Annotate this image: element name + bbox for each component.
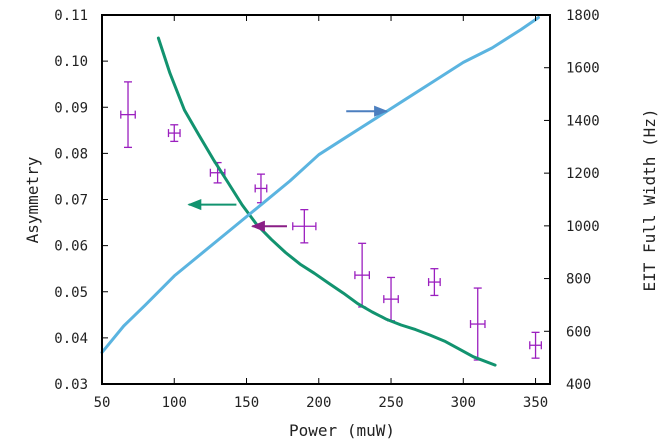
y2-tick-label: 1800 [566, 8, 600, 24]
y-tick-label: 0.03 [54, 377, 88, 393]
y2-axis-label: EIT Full Width (Hz) [640, 108, 659, 291]
y-tick-label: 0.10 [54, 54, 88, 70]
x-axis-label: Power (muW) [289, 421, 395, 440]
x-tick-label: 250 [378, 395, 403, 411]
y2-tick-label: 1000 [566, 219, 600, 235]
y2-tick-label: 1600 [566, 61, 600, 77]
data-point-errorbar [529, 331, 542, 359]
axes: 50 100 150 200 250 300 350 0.03 0.04 0.05 0.06 0.07… [54, 8, 599, 411]
data-point-errorbar [427, 268, 441, 297]
eit-width-line [100, 16, 540, 354]
x-tick-label: 300 [451, 395, 476, 411]
series-layer [100, 16, 542, 367]
x-tick-label: 150 [234, 395, 259, 411]
y-tick-label: 0.05 [54, 285, 88, 301]
y2-tick-label: 600 [566, 324, 591, 340]
data-point-errorbar [254, 173, 268, 204]
y-tick-label: 0.04 [54, 331, 88, 347]
data-point-errorbar [292, 208, 317, 244]
data-point-errorbar [354, 242, 371, 308]
y-tick-label: 0.11 [54, 8, 88, 24]
annotation-layer [187, 105, 389, 232]
data-point-errorbar [120, 81, 136, 149]
y2-tick-label: 400 [566, 377, 591, 393]
x-tick-label: 50 [94, 395, 111, 411]
y-axis-label: Asymmetry [23, 156, 42, 243]
y-tick-label: 0.08 [54, 146, 88, 162]
model-curve-line [156, 36, 497, 367]
data-point-errorbar [167, 124, 181, 143]
y-tick-label: 0.09 [54, 100, 88, 116]
x-tick-label: 200 [306, 395, 331, 411]
data-point-errorbar [383, 276, 399, 322]
x-tick-label: 100 [162, 395, 187, 411]
y-tick-label: 0.07 [54, 193, 88, 209]
y2-tick-label: 1200 [566, 166, 600, 182]
data-point-errorbar [469, 287, 486, 361]
x-tick-label: 350 [523, 395, 548, 411]
y-tick-label: 0.06 [54, 239, 88, 255]
y2-tick-label: 1400 [566, 113, 600, 129]
y2-tick-label: 800 [566, 272, 591, 288]
